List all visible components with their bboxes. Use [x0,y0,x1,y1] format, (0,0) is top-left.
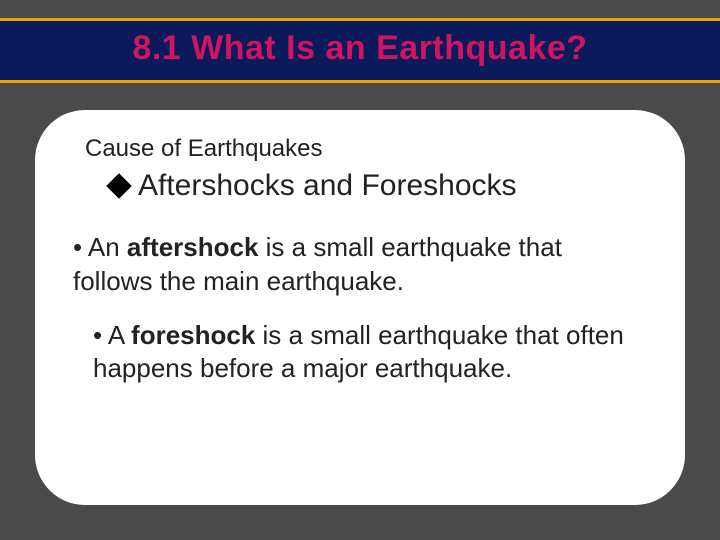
diamond-bullet-icon [106,173,131,198]
slide-title: 8.1 What Is an Earthquake? [0,29,720,68]
bullet-prefix: • An [73,232,127,262]
content-card: Cause of Earthquakes Aftershocks and For… [35,110,685,505]
title-banner: 8.1 What Is an Earthquake? [0,18,720,83]
bullet-bold-term: aftershock [127,232,259,262]
heading-text: Aftershocks and Foreshocks [138,169,517,203]
bullet-bold-term: foreshock [131,320,255,350]
bullet-item: • A foreshock is a small earthquake that… [93,319,655,387]
subtitle: Cause of Earthquakes [85,135,655,163]
bullet-item: • An aftershock is a small earthquake th… [73,231,655,299]
section-heading: Aftershocks and Foreshocks [110,169,655,203]
bullet-prefix: • A [93,320,131,350]
